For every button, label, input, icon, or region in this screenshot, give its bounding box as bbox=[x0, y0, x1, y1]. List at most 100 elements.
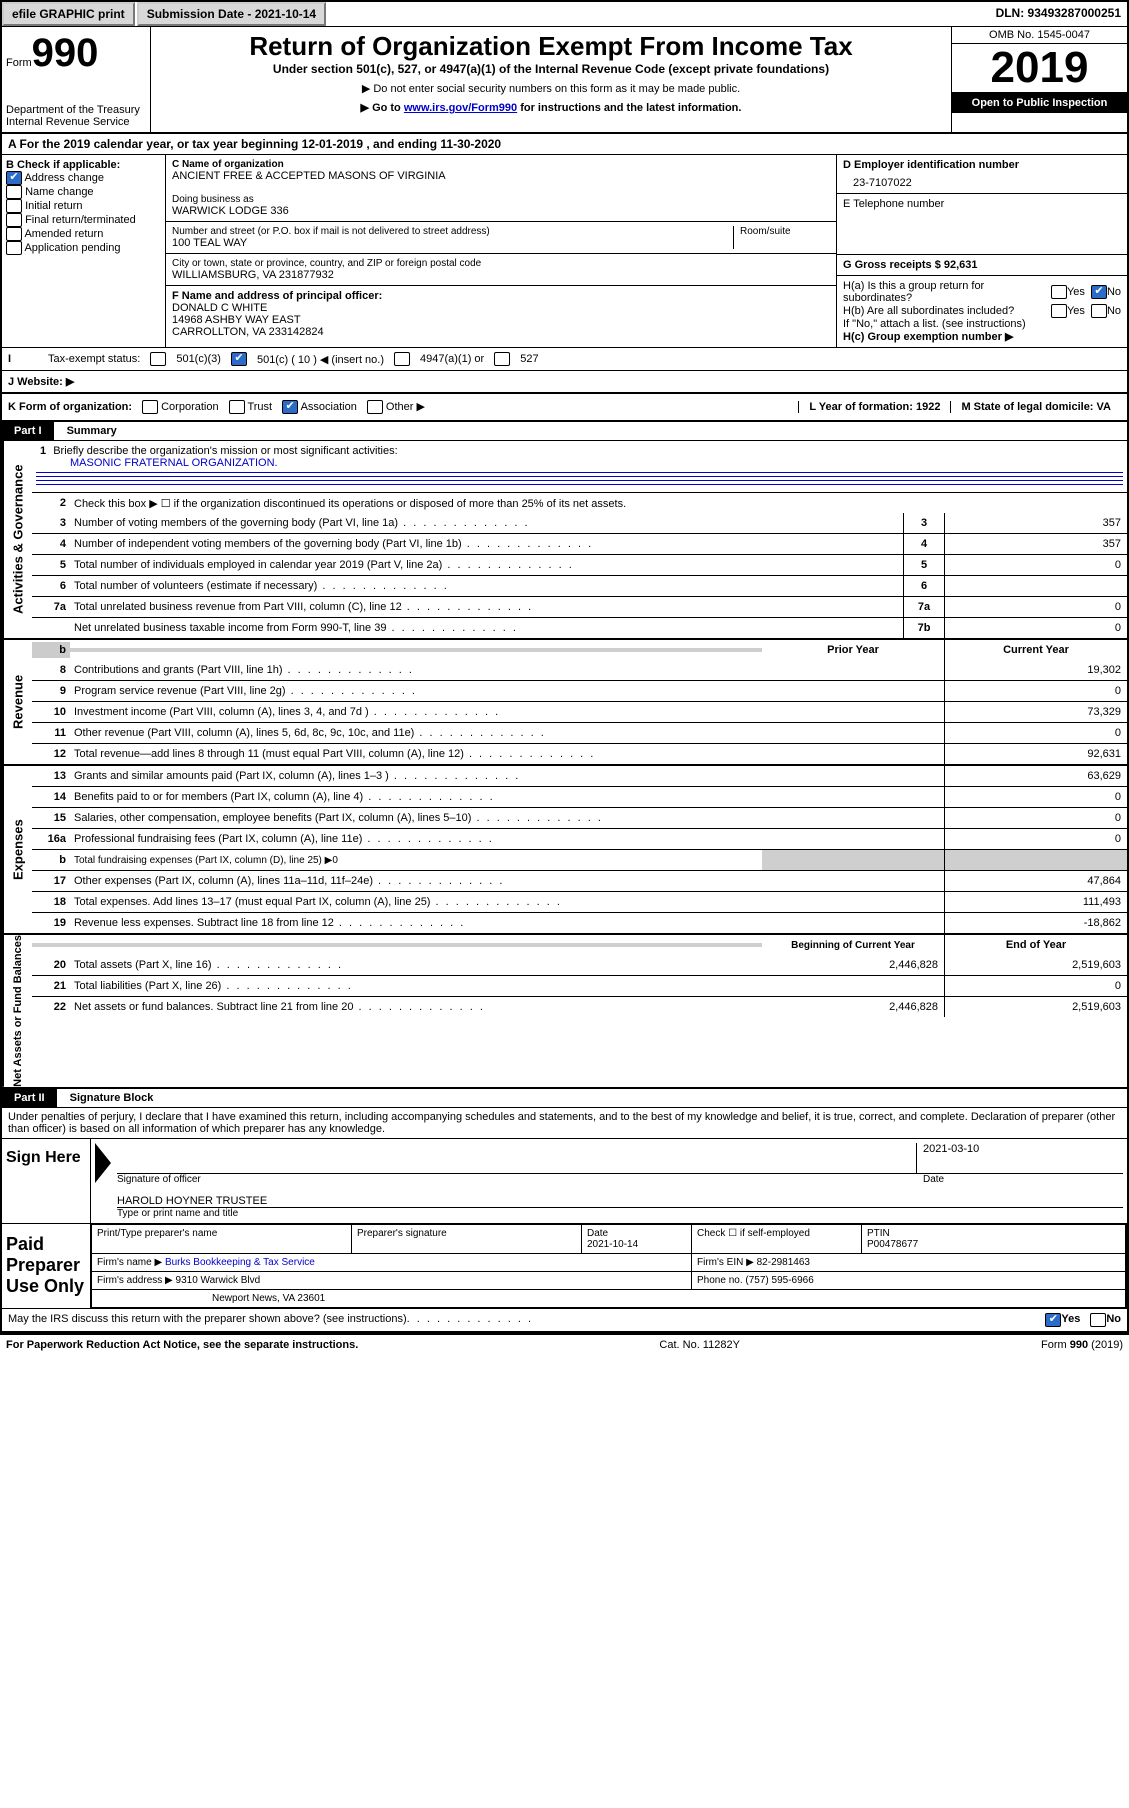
row-j-website: J Website: ▶ bbox=[2, 371, 1127, 394]
form-word: Form bbox=[6, 57, 32, 69]
revenue-section: Revenue b Prior Year Current Year 8Contr… bbox=[2, 640, 1127, 766]
city-label: City or town, state or province, country… bbox=[172, 258, 830, 269]
part1-title: Part I bbox=[2, 422, 54, 440]
table-row: 16aProfessional fundraising fees (Part I… bbox=[32, 828, 1127, 849]
hb-note: If "No," attach a list. (see instruction… bbox=[843, 318, 1121, 330]
firm-addr-label: Firm's address ▶ bbox=[97, 1275, 173, 1286]
row-k-form-org: K Form of organization: Corporation Trus… bbox=[2, 394, 1127, 422]
paid-preparer-section: Paid Preparer Use Only Print/Type prepar… bbox=[2, 1224, 1127, 1309]
form-title: Return of Organization Exempt From Incom… bbox=[157, 31, 945, 62]
efile-print-button[interactable]: efile GRAPHIC print bbox=[2, 2, 135, 26]
final-return-checkbox[interactable] bbox=[6, 213, 22, 227]
prior-year-header: Prior Year bbox=[762, 640, 944, 660]
irs-no-checkbox[interactable] bbox=[1090, 1313, 1106, 1327]
street-label: Number and street (or P.O. box if mail i… bbox=[172, 226, 733, 237]
line2-label: Check this box ▶ ☐ if the organization d… bbox=[70, 495, 1127, 512]
hb-label: H(b) Are all subordinates included? bbox=[843, 305, 1051, 317]
firm-name[interactable]: Burks Bookkeeping & Tax Service bbox=[165, 1257, 315, 1268]
4947-checkbox[interactable] bbox=[394, 352, 410, 366]
501c3-checkbox[interactable] bbox=[150, 352, 166, 366]
amended-return-checkbox[interactable] bbox=[6, 227, 22, 241]
hb-no-checkbox[interactable] bbox=[1091, 304, 1107, 318]
initial-return-label: Initial return bbox=[25, 200, 82, 212]
top-bar: efile GRAPHIC print Submission Date - 20… bbox=[2, 2, 1127, 27]
table-row: 20Total assets (Part X, line 16)2,446,82… bbox=[32, 955, 1127, 975]
ha-no-label: No bbox=[1107, 286, 1121, 298]
firm-ein: 82-2981463 bbox=[757, 1257, 810, 1268]
table-row: 12Total revenue—add lines 8 through 11 (… bbox=[32, 743, 1127, 764]
table-row: 15Salaries, other compensation, employee… bbox=[32, 807, 1127, 828]
501c-checkbox[interactable]: ✔ bbox=[231, 352, 247, 366]
expenses-section: Expenses 13Grants and similar amounts pa… bbox=[2, 766, 1127, 935]
expenses-label: Expenses bbox=[2, 766, 32, 933]
table-row: 14Benefits paid to or for members (Part … bbox=[32, 786, 1127, 807]
header-center: Return of Organization Exempt From Incom… bbox=[151, 27, 951, 132]
assoc-checkbox[interactable]: ✔ bbox=[282, 400, 298, 414]
entity-block: B Check if applicable: ✔ Address change … bbox=[2, 155, 1127, 348]
name-change-label: Name change bbox=[25, 186, 94, 198]
col-d-right: D Employer identification number 23-7107… bbox=[837, 155, 1127, 347]
goto-prefix: ▶ Go to bbox=[361, 102, 404, 114]
paid-preparer-label: Paid Preparer Use Only bbox=[2, 1224, 91, 1308]
assoc-label: Association bbox=[301, 401, 357, 413]
trust-label: Trust bbox=[247, 401, 272, 413]
end-year-header: End of Year bbox=[944, 935, 1127, 955]
ha-no-checkbox[interactable]: ✔ bbox=[1091, 285, 1107, 299]
table-row: 21Total liabilities (Part X, line 26)0 bbox=[32, 975, 1127, 996]
pra-notice: For Paperwork Reduction Act Notice, see … bbox=[6, 1339, 358, 1351]
dba-label: Doing business as bbox=[172, 194, 830, 205]
address-change-checkbox[interactable]: ✔ bbox=[6, 171, 22, 185]
submission-date-button[interactable]: Submission Date - 2021-10-14 bbox=[137, 2, 326, 26]
table-row: 5Total number of individuals employed in… bbox=[32, 554, 1127, 575]
open-inspection-badge: Open to Public Inspection bbox=[952, 93, 1127, 113]
ha-yes-label: Yes bbox=[1067, 286, 1085, 298]
sign-here-label: Sign Here bbox=[2, 1139, 91, 1223]
table-row: Net unrelated business taxable income fr… bbox=[32, 617, 1127, 638]
hb-yes-checkbox[interactable] bbox=[1051, 304, 1067, 318]
prep-date-header: Date bbox=[587, 1228, 608, 1239]
corp-checkbox[interactable] bbox=[142, 400, 158, 414]
m-state-domicile: M State of legal domicile: VA bbox=[950, 401, 1121, 413]
table-row: bTotal fundraising expenses (Part IX, co… bbox=[32, 849, 1127, 870]
table-row: 22Net assets or fund balances. Subtract … bbox=[32, 996, 1127, 1017]
cat-number: Cat. No. 11282Y bbox=[659, 1339, 740, 1351]
org-name: ANCIENT FREE & ACCEPTED MASONS OF VIRGIN… bbox=[172, 170, 830, 182]
final-return-label: Final return/terminated bbox=[25, 214, 136, 226]
part1-header: Part I Summary bbox=[2, 422, 1127, 441]
type-print-label: Type or print name and title bbox=[117, 1208, 1123, 1219]
officer-signed-name: HAROLD HOYNER TRUSTEE bbox=[117, 1195, 1123, 1208]
d-ein-label: D Employer identification number bbox=[843, 159, 1121, 171]
initial-return-checkbox[interactable] bbox=[6, 199, 22, 213]
527-checkbox[interactable] bbox=[494, 352, 510, 366]
527-label: 527 bbox=[520, 353, 538, 365]
form990-link[interactable]: www.irs.gov/Form990 bbox=[404, 102, 517, 114]
ha-yes-checkbox[interactable] bbox=[1051, 285, 1067, 299]
phone-value: (757) 595-6966 bbox=[745, 1275, 813, 1286]
j-label: J Website: ▶ bbox=[8, 375, 74, 388]
street-address: 100 TEAL WAY bbox=[172, 237, 733, 249]
irs-no-label: No bbox=[1106, 1313, 1121, 1327]
g-gross-receipts: G Gross receipts $ 92,631 bbox=[843, 259, 1121, 271]
application-pending-checkbox[interactable] bbox=[6, 241, 22, 255]
part2-header: Part II Signature Block bbox=[2, 1089, 1127, 1108]
page-footer: For Paperwork Reduction Act Notice, see … bbox=[0, 1335, 1129, 1355]
table-row: 3Number of voting members of the governi… bbox=[32, 513, 1127, 533]
form-label: Form bbox=[1041, 1339, 1070, 1351]
signature-officer-label: Signature of officer bbox=[117, 1174, 923, 1185]
beginning-year-header: Beginning of Current Year bbox=[762, 935, 944, 955]
irs-yes-checkbox[interactable]: ✔ bbox=[1045, 1313, 1061, 1327]
other-checkbox[interactable] bbox=[367, 400, 383, 414]
name-change-checkbox[interactable] bbox=[6, 185, 22, 199]
prep-sig-header: Preparer's signature bbox=[352, 1225, 582, 1254]
ptin-value: P00478677 bbox=[867, 1239, 918, 1250]
f-principal-officer: F Name and address of principal officer:… bbox=[166, 286, 836, 342]
k-label: K Form of organization: bbox=[8, 401, 132, 413]
irs-yes-label: Yes bbox=[1061, 1313, 1080, 1327]
table-row: 4Number of independent voting members of… bbox=[32, 533, 1127, 554]
header-left: Form990 Department of the Treasury Inter… bbox=[2, 27, 151, 132]
table-row: 18Total expenses. Add lines 13–17 (must … bbox=[32, 891, 1127, 912]
prep-date-value: 2021-10-14 bbox=[587, 1239, 638, 1250]
subtitle-2: ▶ Do not enter social security numbers o… bbox=[157, 82, 945, 95]
e-phone-label: E Telephone number bbox=[843, 198, 1121, 210]
trust-checkbox[interactable] bbox=[229, 400, 245, 414]
